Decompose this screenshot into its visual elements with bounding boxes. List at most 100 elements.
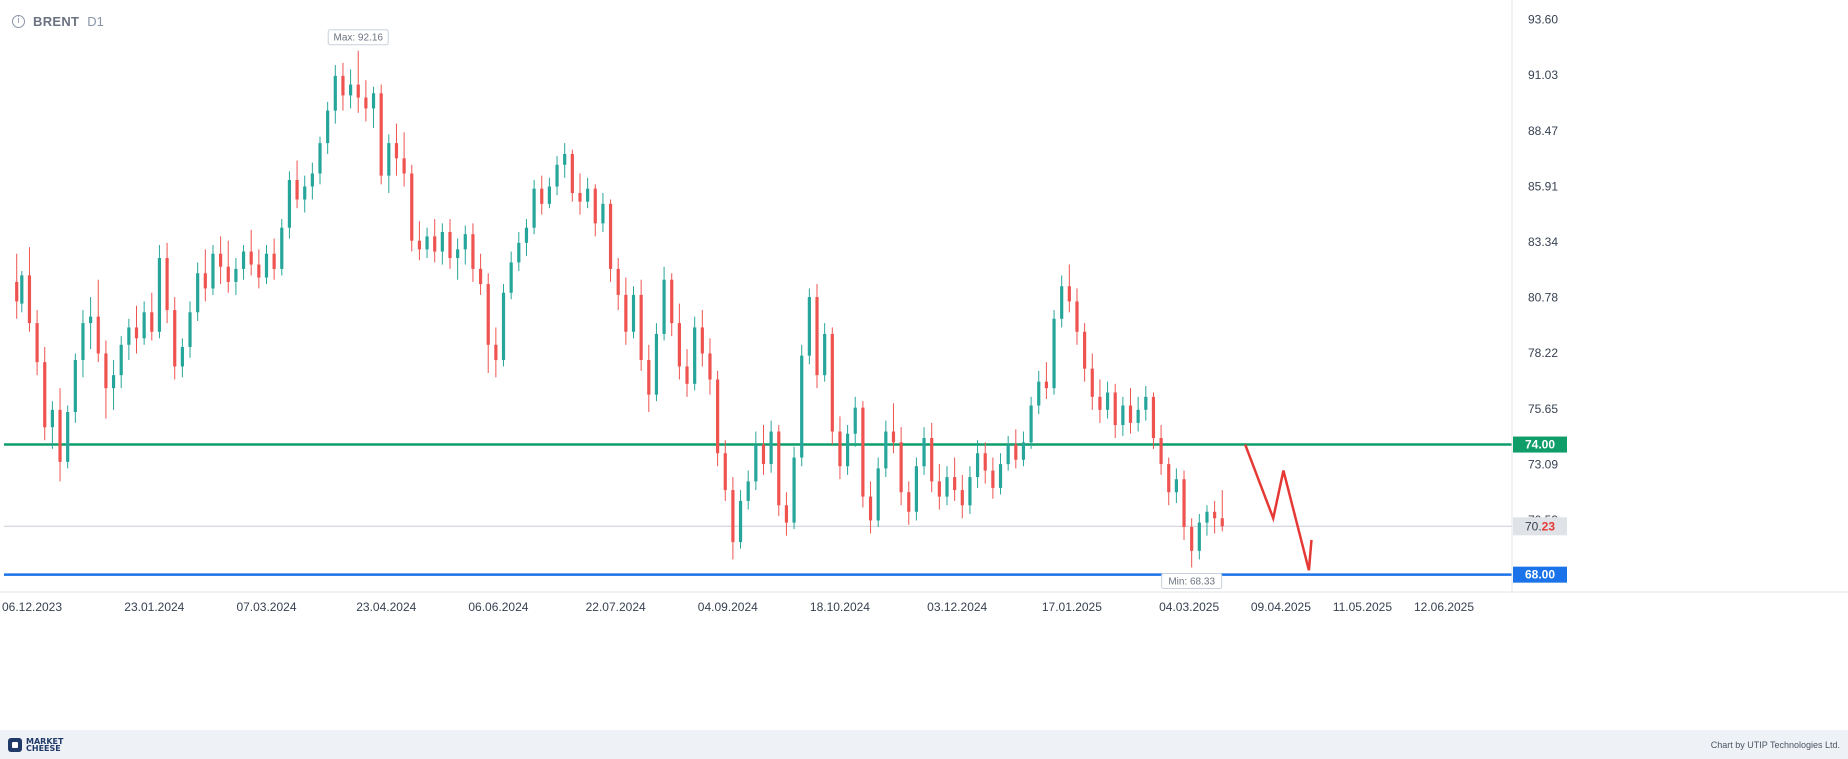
candle[interactable] bbox=[1182, 470, 1186, 540]
info-circle-icon[interactable]: i bbox=[12, 15, 25, 28]
candle[interactable] bbox=[532, 179, 536, 235]
candle[interactable] bbox=[264, 245, 269, 285]
candle[interactable] bbox=[417, 221, 422, 261]
candle[interactable] bbox=[555, 156, 559, 196]
candle[interactable] bbox=[15, 253, 19, 319]
candle[interactable] bbox=[800, 344, 804, 467]
candle[interactable] bbox=[601, 192, 605, 233]
candle[interactable] bbox=[1029, 396, 1033, 449]
candle[interactable] bbox=[563, 143, 567, 178]
candle[interactable] bbox=[1113, 383, 1117, 439]
candle[interactable] bbox=[1205, 505, 1209, 536]
candle[interactable] bbox=[1067, 264, 1071, 313]
candle[interactable] bbox=[387, 134, 391, 193]
candle[interactable] bbox=[348, 69, 353, 109]
candle[interactable] bbox=[188, 301, 192, 358]
candle[interactable] bbox=[89, 297, 93, 350]
candle[interactable] bbox=[823, 323, 827, 382]
candle[interactable] bbox=[280, 219, 284, 276]
candle[interactable] bbox=[960, 474, 964, 519]
candle[interactable] bbox=[463, 225, 467, 265]
candle[interactable] bbox=[586, 177, 590, 209]
candle[interactable] bbox=[968, 466, 972, 514]
candle[interactable] bbox=[761, 425, 766, 475]
candle[interactable] bbox=[20, 271, 24, 313]
candle[interactable] bbox=[746, 470, 750, 510]
candle[interactable] bbox=[58, 388, 62, 482]
candle[interactable] bbox=[1105, 381, 1110, 419]
candle[interactable] bbox=[494, 327, 498, 378]
candle[interactable] bbox=[1144, 385, 1148, 421]
candle[interactable] bbox=[983, 442, 987, 484]
candle[interactable] bbox=[66, 405, 70, 469]
candle[interactable] bbox=[333, 65, 337, 124]
candle[interactable] bbox=[1098, 379, 1102, 423]
candlestick-chart[interactable]: Max: 92.16 Min: 68.33 93.60 91.03 88.47 85.9… bbox=[0, 0, 1848, 730]
candle[interactable] bbox=[509, 251, 513, 300]
candle[interactable] bbox=[219, 236, 223, 285]
candle[interactable] bbox=[119, 336, 123, 389]
candle[interactable] bbox=[899, 427, 903, 506]
candle[interactable] bbox=[593, 184, 597, 237]
candle[interactable] bbox=[104, 340, 108, 419]
candle[interactable] bbox=[547, 177, 551, 209]
candle[interactable] bbox=[1136, 396, 1140, 432]
candle[interactable] bbox=[27, 247, 32, 332]
candle[interactable] bbox=[723, 440, 727, 501]
candle[interactable] bbox=[524, 219, 529, 256]
candle[interactable] bbox=[1121, 396, 1125, 436]
candle[interactable] bbox=[631, 286, 636, 339]
candle[interactable] bbox=[830, 327, 834, 445]
candle[interactable] bbox=[410, 164, 414, 252]
candle[interactable] bbox=[769, 420, 773, 473]
candle[interactable] bbox=[647, 344, 651, 413]
candle[interactable] bbox=[402, 132, 406, 187]
candle[interactable] bbox=[257, 249, 261, 289]
candle[interactable] bbox=[73, 353, 77, 423]
candle[interactable] bbox=[203, 249, 207, 302]
candle[interactable] bbox=[639, 279, 643, 371]
candle[interactable] bbox=[845, 425, 850, 475]
candle[interactable] bbox=[708, 338, 712, 395]
candle[interactable] bbox=[991, 457, 995, 499]
candle[interactable] bbox=[784, 492, 789, 536]
candle[interactable] bbox=[754, 431, 758, 491]
candle[interactable] bbox=[196, 262, 200, 321]
candle[interactable] bbox=[777, 425, 781, 517]
candle[interactable] bbox=[1037, 370, 1041, 415]
candle[interactable] bbox=[1213, 500, 1217, 534]
candle[interactable] bbox=[540, 175, 544, 215]
candle[interactable] bbox=[287, 171, 292, 239]
candle[interactable] bbox=[226, 240, 230, 293]
candle[interactable] bbox=[440, 223, 444, 265]
candle[interactable] bbox=[433, 219, 437, 263]
candle[interactable] bbox=[1220, 490, 1224, 532]
candle[interactable] bbox=[685, 349, 689, 397]
candle[interactable] bbox=[930, 422, 934, 493]
candle[interactable] bbox=[578, 173, 582, 215]
candle[interactable] bbox=[303, 175, 307, 213]
candle[interactable] bbox=[1151, 392, 1156, 449]
candle[interactable] bbox=[1006, 435, 1010, 471]
candle[interactable] bbox=[134, 305, 139, 354]
candle[interactable] bbox=[1014, 429, 1018, 469]
candle[interactable] bbox=[356, 50, 360, 113]
candle[interactable] bbox=[341, 62, 345, 111]
candle[interactable] bbox=[211, 245, 215, 295]
candle[interactable] bbox=[1083, 323, 1087, 382]
candle[interactable] bbox=[456, 238, 460, 280]
candle[interactable] bbox=[379, 84, 383, 185]
candle[interactable] bbox=[998, 453, 1003, 495]
candle[interactable] bbox=[364, 80, 368, 122]
candle[interactable] bbox=[570, 149, 574, 202]
candle[interactable] bbox=[693, 316, 697, 391]
candle[interactable] bbox=[1197, 513, 1201, 560]
candle[interactable] bbox=[937, 464, 941, 510]
candle[interactable] bbox=[716, 370, 720, 467]
timeframe-label[interactable]: D1 bbox=[87, 14, 104, 29]
candle[interactable] bbox=[608, 199, 613, 282]
candle[interactable] bbox=[861, 401, 865, 508]
candle[interactable] bbox=[50, 401, 54, 449]
candle[interactable] bbox=[1021, 431, 1026, 467]
candle[interactable] bbox=[907, 481, 911, 525]
